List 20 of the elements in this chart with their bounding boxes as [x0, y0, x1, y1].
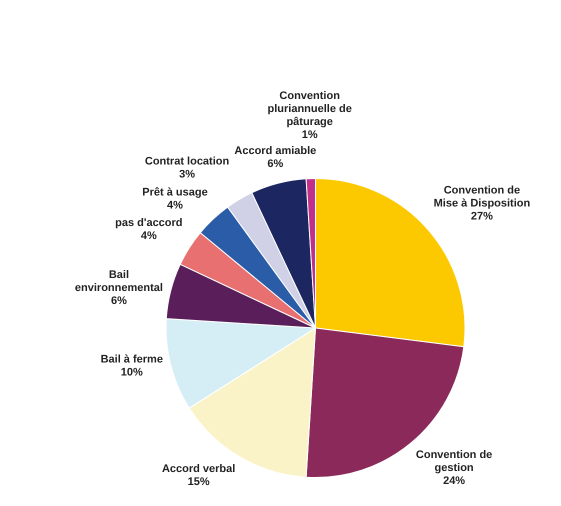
slice-label: Bail à ferme — [100, 354, 163, 366]
slice-label: Accord verbal — [162, 463, 236, 476]
data-label: 3% — [179, 168, 196, 181]
slice-label: Convention pluriannuelle de pâturage — [267, 90, 352, 128]
slice-label: Contrat location — [144, 156, 230, 168]
data-label: 15% — [188, 476, 210, 488]
data-label: 10% — [120, 366, 143, 379]
slice-label: Bail environnemental — [74, 268, 163, 294]
slice-label: Accord amiable — [234, 145, 316, 158]
slice-label: Convention de Mise à Disposition — [434, 184, 530, 210]
data-label: 6% — [267, 158, 284, 170]
data-label: 4% — [167, 200, 184, 212]
slice-label: Prêt à usage — [142, 186, 208, 199]
data-label: 6% — [110, 294, 128, 307]
data-label: 24% — [443, 474, 466, 487]
slice-label: pas d'accord — [115, 217, 183, 230]
data-label: 4% — [140, 230, 157, 242]
slice-label: Convention de gestion — [416, 448, 492, 474]
data-label: 27% — [470, 210, 494, 222]
data-label: 1% — [302, 129, 318, 142]
